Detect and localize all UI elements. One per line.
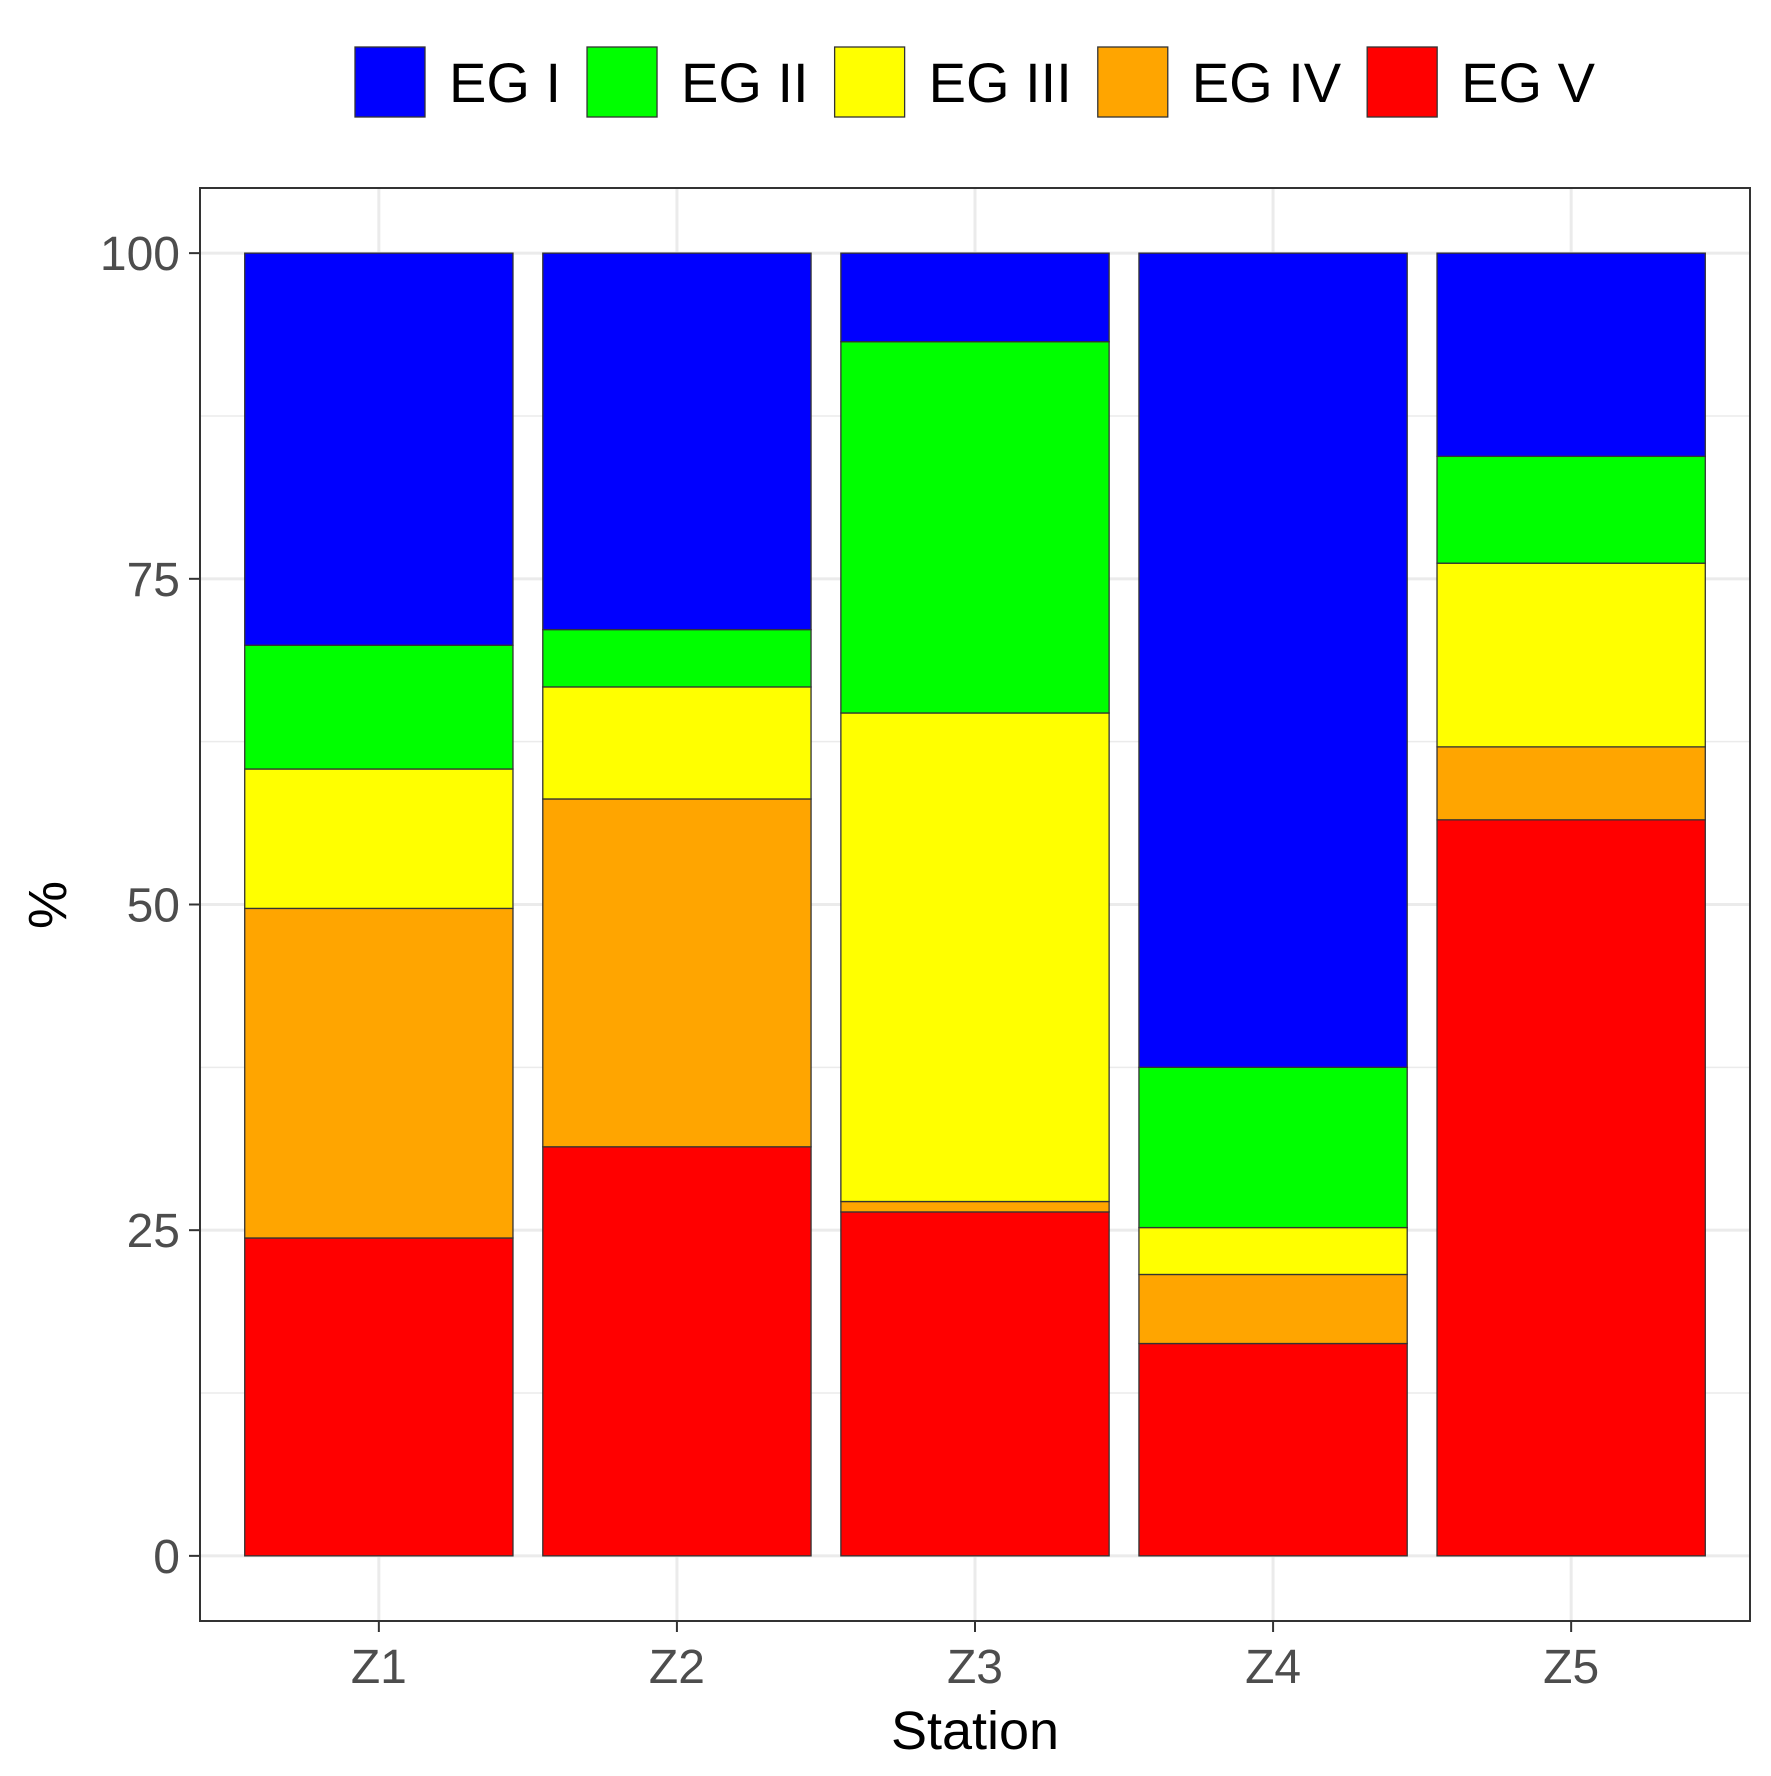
bar-stack-z1 — [244, 252, 514, 1557]
legend-label: EG I — [449, 51, 561, 114]
legend-item-eg-ii: EG II — [586, 46, 809, 118]
bar-segment-eg-iv-z1 — [244, 907, 514, 1239]
bar-segment-eg-ii-z2 — [542, 628, 812, 688]
bar-segment-eg-i-z3 — [840, 252, 1110, 343]
legend-item-eg-iv: EG IV — [1097, 46, 1342, 118]
x-tick-label: Z1 — [351, 1641, 407, 1694]
x-tick-label: Z5 — [1543, 1641, 1599, 1694]
legend-key — [586, 46, 658, 118]
x-tick-label: Z4 — [1245, 1641, 1301, 1694]
bar-stack-z4 — [1138, 252, 1408, 1557]
bar-segment-eg-v-z4 — [1138, 1342, 1408, 1557]
x-axis-title: Station — [891, 1701, 1059, 1761]
bar-segment-eg-iv-z5 — [1436, 746, 1706, 821]
bar-segment-eg-ii-z5 — [1436, 455, 1706, 564]
bar-segment-eg-iii-z3 — [840, 712, 1110, 1203]
bar-stack-z3 — [840, 252, 1110, 1557]
y-tick-label: 75 — [127, 554, 180, 607]
legend-key — [833, 46, 906, 118]
x-tick-label: Z2 — [649, 1641, 705, 1694]
y-tick-label: 50 — [127, 880, 180, 933]
bar-segment-eg-ii-z3 — [840, 341, 1110, 714]
legend-item-eg-v: EG V — [1366, 46, 1596, 118]
y-tick-label: 100 — [100, 228, 180, 281]
y-tick-label: 25 — [127, 1205, 180, 1258]
bar-segment-eg-iii-z5 — [1436, 562, 1706, 748]
bar-segment-eg-iv-z4 — [1138, 1273, 1408, 1345]
legend-item-eg-i: EG I — [354, 46, 561, 118]
bar-segment-eg-v-z5 — [1436, 819, 1706, 1557]
legend-label: EG IV — [1192, 51, 1342, 114]
bar-stack-z2 — [542, 252, 812, 1557]
bar-segment-eg-ii-z1 — [244, 644, 514, 770]
bar-segment-eg-v-z1 — [244, 1237, 514, 1557]
bar-segment-eg-i-z5 — [1436, 252, 1706, 458]
bar-segment-eg-iii-z2 — [542, 686, 812, 800]
x-tick-label: Z3 — [947, 1641, 1003, 1694]
legend-label: EG II — [681, 51, 809, 114]
legend-label: EG III — [929, 51, 1072, 114]
bars — [244, 252, 1706, 1557]
legend-key — [354, 46, 426, 118]
bar-segment-eg-ii-z4 — [1138, 1066, 1408, 1229]
y-tick-label: 0 — [153, 1531, 180, 1584]
legend-item-eg-iii: EG III — [833, 46, 1072, 118]
legend-key — [1366, 46, 1438, 118]
bar-segment-eg-v-z2 — [542, 1146, 812, 1557]
bar-segment-eg-i-z4 — [1138, 252, 1408, 1068]
x-axis: Z1 Z2 Z3 Z4 Z5 — [351, 1621, 1599, 1694]
bar-segment-eg-v-z3 — [840, 1211, 1110, 1557]
legend-key — [1097, 46, 1169, 118]
legend-label: EG V — [1461, 51, 1595, 114]
bar-stack-z5 — [1436, 252, 1706, 1557]
bar-segment-eg-iv-z3 — [840, 1200, 1110, 1213]
bar-segment-eg-iii-z4 — [1138, 1226, 1408, 1276]
y-axis: 0 25 50 75 100 — [100, 228, 200, 1584]
legend: EG I EG II EG III EG IV EG V — [354, 46, 1596, 118]
y-axis-title: % — [18, 881, 78, 929]
bar-segment-eg-i-z2 — [542, 252, 812, 631]
bar-segment-eg-i-z1 — [244, 252, 514, 646]
bar-segment-eg-iii-z1 — [244, 768, 514, 910]
bar-segment-eg-iv-z2 — [542, 798, 812, 1148]
